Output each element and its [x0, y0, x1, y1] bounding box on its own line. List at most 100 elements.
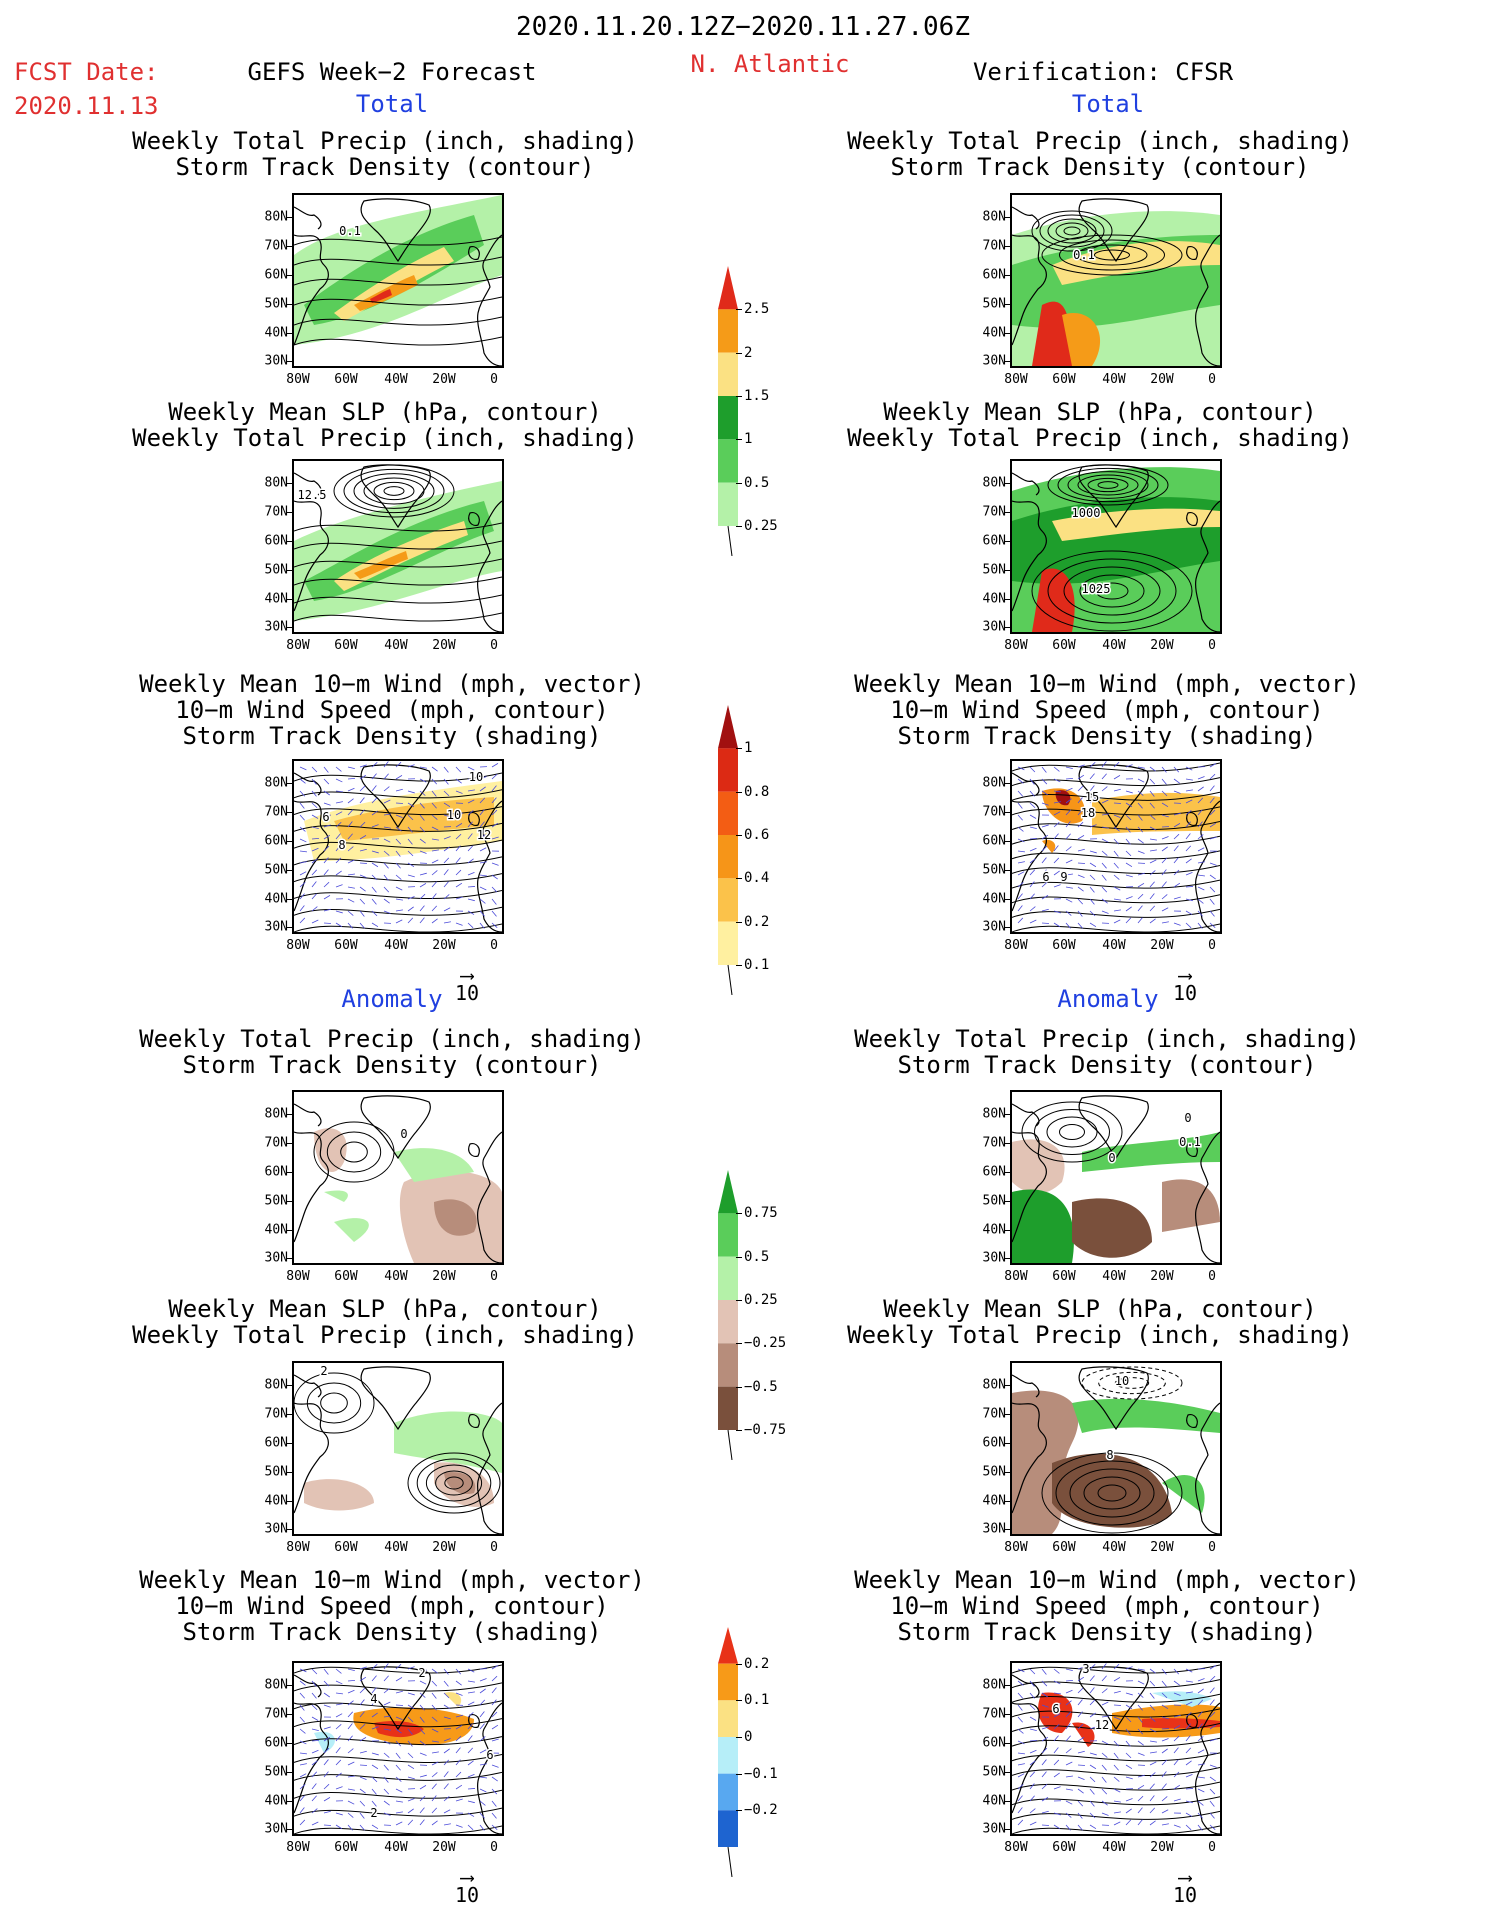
- wind-vector: [1185, 871, 1193, 876]
- lat-tick-label: 70N: [264, 1706, 288, 1722]
- contour-line: [1039, 214, 1105, 248]
- colorbar-tick: [736, 748, 742, 750]
- lat-tick-mark: [1005, 304, 1010, 305]
- wind-vector: [1137, 893, 1144, 900]
- wind-vector: [311, 1716, 319, 1721]
- contour-line: [1067, 471, 1149, 499]
- contour-line: [1031, 550, 1193, 632]
- wind-vector: [467, 1800, 475, 1804]
- wind-vector: [1029, 1808, 1036, 1814]
- wind-vector: [431, 893, 437, 900]
- colorbar-swatch: [718, 1386, 738, 1430]
- wind-vector: [1065, 1668, 1073, 1672]
- wind-vector: [311, 814, 319, 819]
- wind-vector: [299, 1807, 305, 1814]
- wind-vector: [455, 1771, 462, 1778]
- wind-vector: [359, 1800, 366, 1807]
- shade-region: [444, 1692, 462, 1707]
- lat-tick-mark: [1005, 217, 1010, 218]
- wind-vector: [1029, 906, 1036, 912]
- contour-line: [373, 481, 415, 501]
- wind-vector: [1077, 1750, 1085, 1754]
- lat-tick-label: 30N: [264, 1821, 288, 1837]
- wind-vector: [1101, 910, 1109, 914]
- wind-vector: [1017, 893, 1023, 900]
- wind-vector: [299, 893, 305, 900]
- lon-tick-label: 0: [490, 938, 498, 953]
- wind-vector: [323, 908, 331, 912]
- lon-tick-label: 60W: [1052, 638, 1076, 653]
- wind-vector: [431, 1772, 438, 1778]
- lat-tick-label: 30N: [982, 1250, 1006, 1266]
- wind-vector: [335, 1668, 342, 1674]
- lon-tick-label: 80W: [1004, 1540, 1028, 1555]
- wind-vector: [491, 1687, 497, 1694]
- wind-vector: [323, 1771, 329, 1778]
- contour-line: [294, 336, 502, 346]
- wind-vector: [467, 1723, 473, 1730]
- lat-tick-mark: [287, 1114, 292, 1115]
- wind-vector: [1041, 824, 1049, 828]
- wind-vector: [1137, 1680, 1145, 1685]
- lat-tick-label: 50N: [982, 1464, 1006, 1480]
- wind-vector: [347, 1812, 354, 1818]
- wind-vector: [1065, 1800, 1073, 1805]
- wind-vector: [1113, 1788, 1121, 1793]
- contour-line: [294, 856, 502, 866]
- contour-line: [1021, 1101, 1123, 1163]
- wind-vector: [1041, 1747, 1048, 1754]
- wind-vector: [1017, 1807, 1023, 1814]
- wind-vector: [407, 1808, 414, 1814]
- wind-vector: [1209, 910, 1215, 917]
- wind-vector: [311, 1808, 318, 1814]
- wind-vector: [1125, 1704, 1133, 1710]
- shade-region: [304, 215, 484, 325]
- wind-vector: [311, 1771, 318, 1778]
- vf-total-wind-map: 15 18 6 9: [1010, 759, 1222, 934]
- wind-vector: [1149, 1728, 1157, 1733]
- lon-tick-label: 60W: [1052, 1540, 1076, 1555]
- wind-vector: [1053, 822, 1060, 828]
- wind-vector: [431, 1692, 437, 1699]
- wind-vector: [1089, 1712, 1096, 1718]
- colorbar-tail: [727, 525, 733, 556]
- wind-vector: [407, 1704, 415, 1710]
- wind-vector: [1065, 1824, 1071, 1831]
- contour-line: [1077, 474, 1139, 496]
- wind-vector: [1089, 850, 1097, 854]
- contour-line: [1012, 762, 1220, 772]
- contour-line: [1059, 1124, 1085, 1140]
- wind-vector: [491, 1800, 497, 1807]
- wind-vector: [1173, 1680, 1180, 1686]
- wind-vector: [1065, 1689, 1073, 1694]
- lat-tick-mark: [287, 570, 292, 571]
- lat-tick-mark: [1005, 1743, 1010, 1744]
- wind-vector: [359, 1711, 365, 1718]
- wind-vector: [383, 1688, 390, 1694]
- wind-vector: [395, 1752, 401, 1759]
- wind-vector: [1209, 1665, 1217, 1670]
- contour-line: [1012, 1781, 1220, 1791]
- wind-vector: [1125, 1692, 1133, 1696]
- wind-vector: [1065, 910, 1072, 916]
- wind-vector: [1077, 1824, 1083, 1831]
- wind-vector: [491, 910, 497, 917]
- wind-vector: [1209, 836, 1217, 840]
- colorbar-swatch: [718, 396, 738, 440]
- wind-vector: [1065, 833, 1071, 840]
- wind-vector: [443, 846, 450, 852]
- wind-vector: [1185, 910, 1193, 915]
- wind-vector: [1053, 845, 1059, 852]
- wind-vector: [431, 814, 438, 820]
- lat-tick-mark: [1005, 627, 1010, 628]
- wind-vector: [455, 812, 463, 816]
- wind-vector: [1017, 1704, 1023, 1711]
- contour-line: [294, 594, 502, 604]
- wind-vector: [1209, 1764, 1217, 1768]
- lat-tick-mark: [1005, 246, 1010, 247]
- wind-vector: [1113, 1740, 1120, 1747]
- wind-vector: [1041, 1680, 1048, 1687]
- colorbar-tick: [736, 1810, 742, 1812]
- wind-vector: [323, 778, 330, 785]
- lat-tick-mark: [287, 333, 292, 334]
